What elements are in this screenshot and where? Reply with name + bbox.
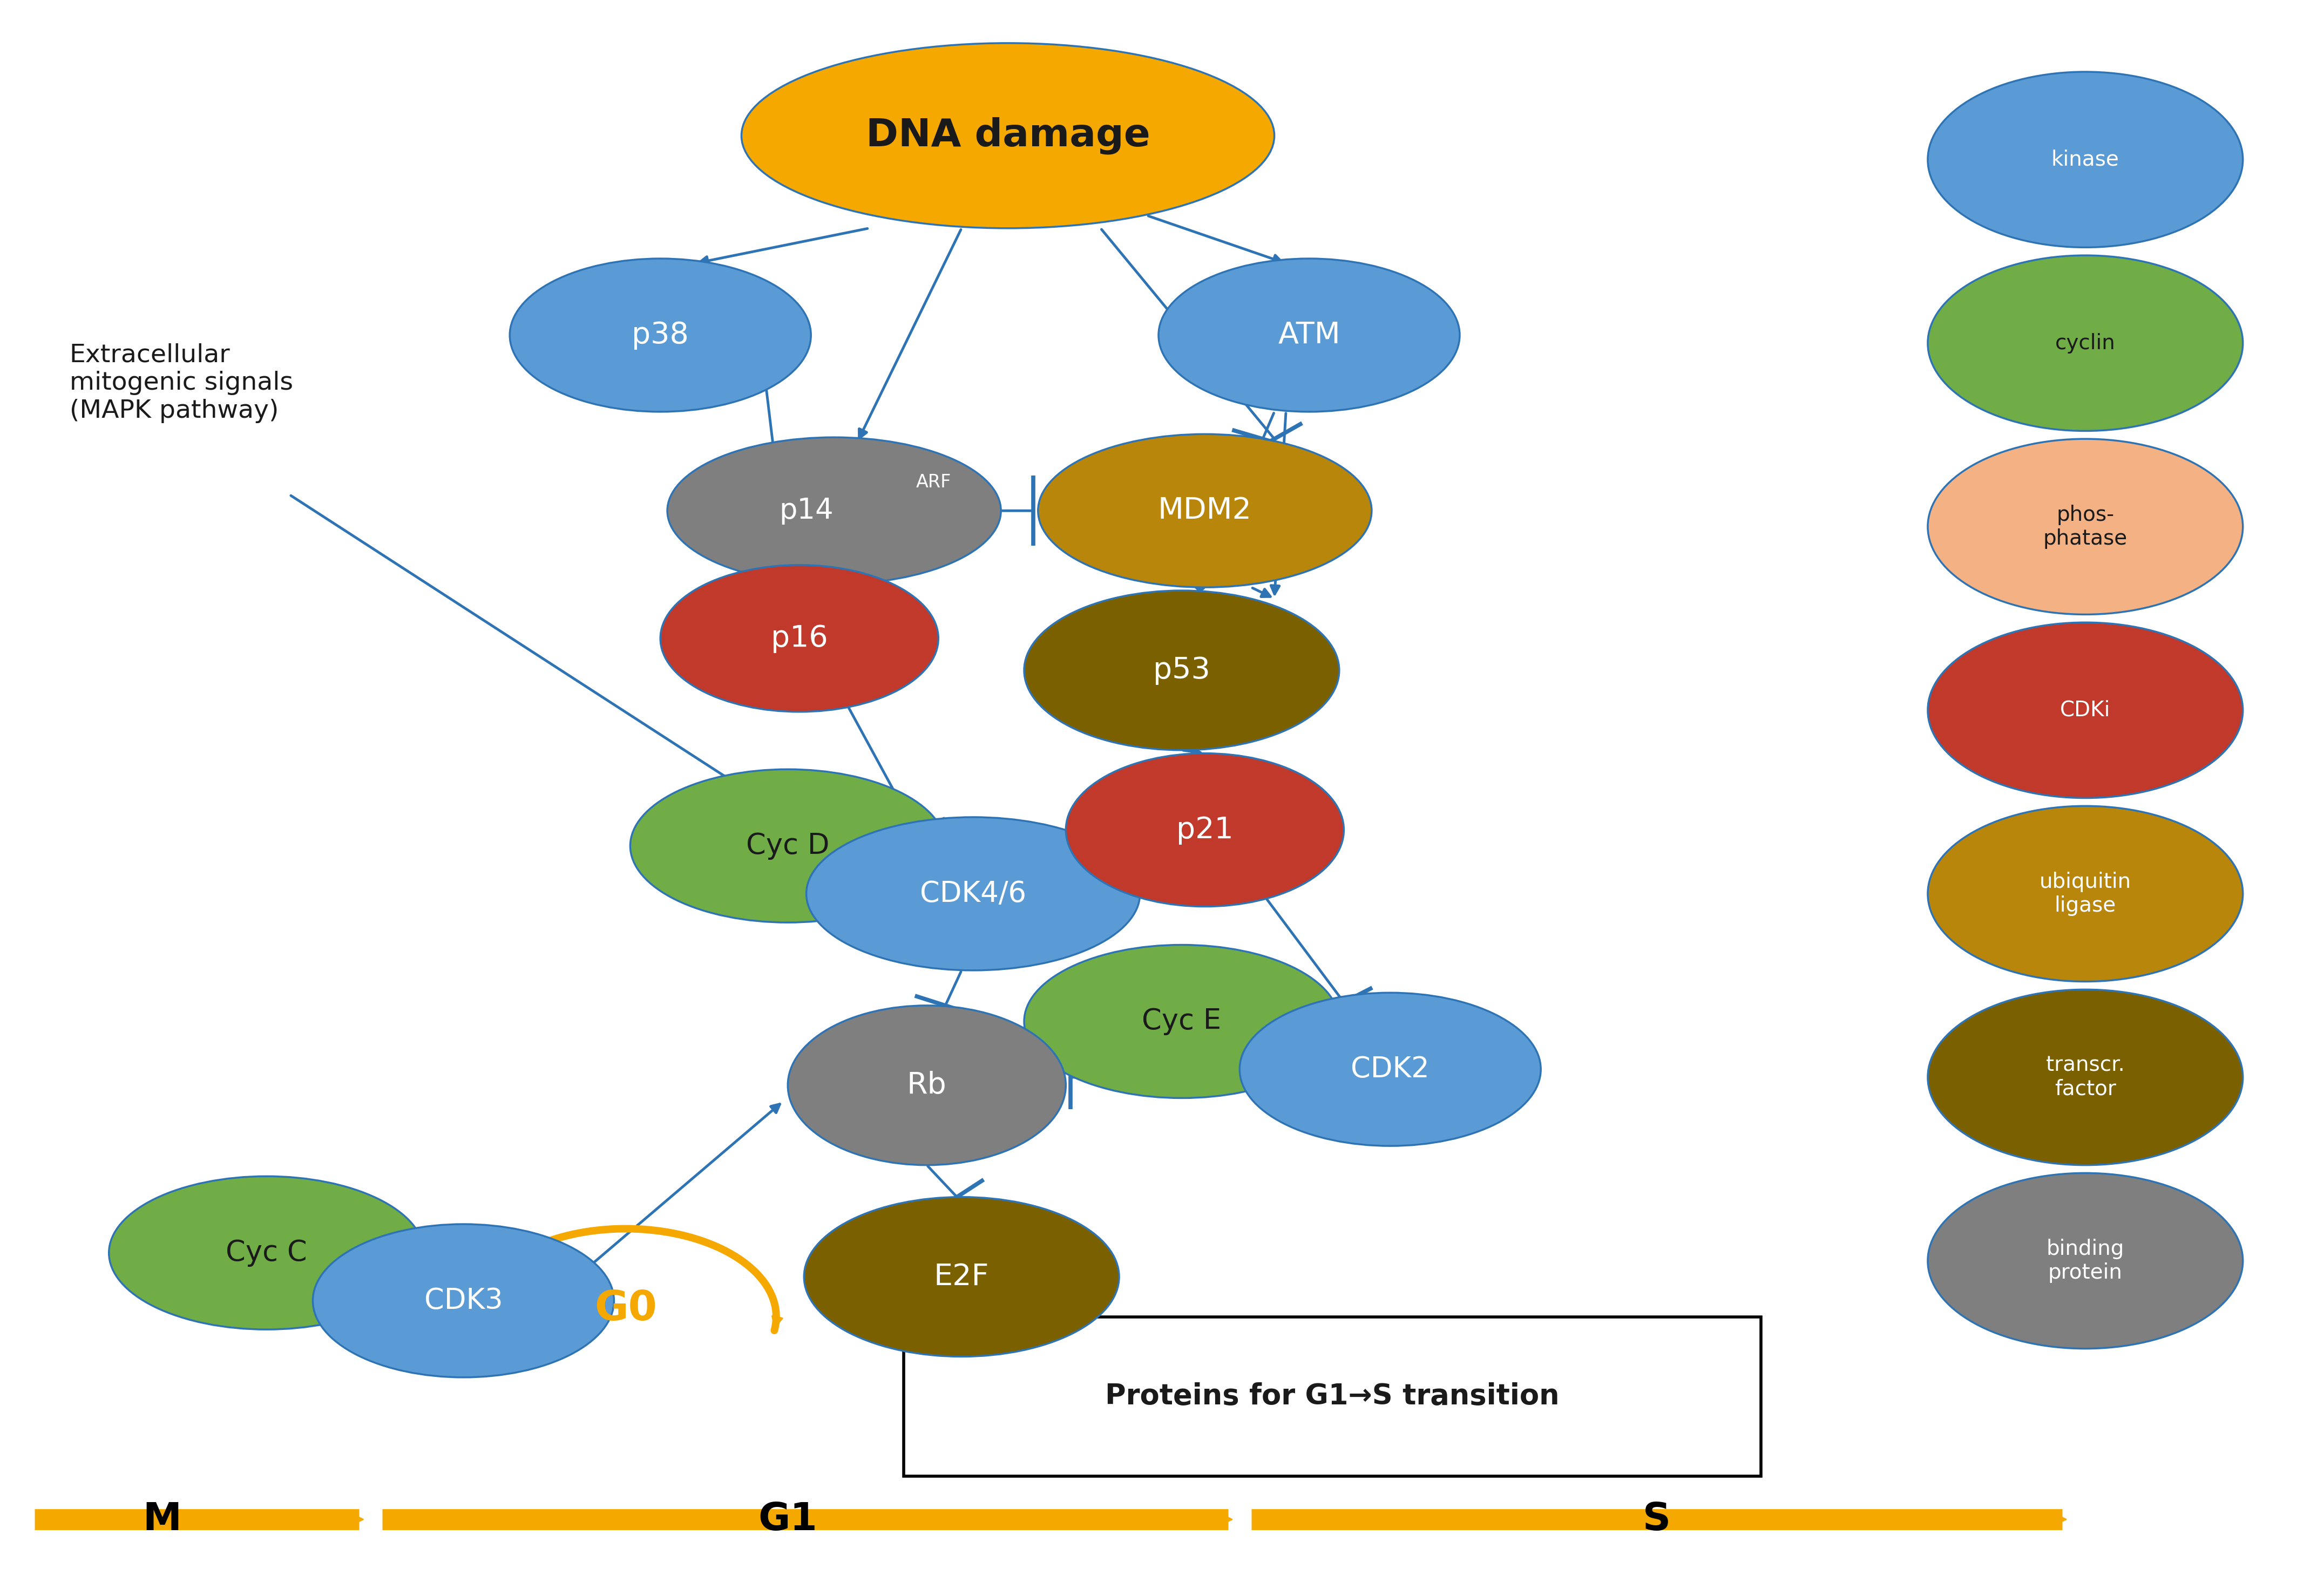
Text: Rb: Rb <box>906 1071 948 1100</box>
Ellipse shape <box>1928 806 2243 982</box>
Ellipse shape <box>1024 945 1339 1098</box>
Text: G1: G1 <box>758 1500 818 1539</box>
Text: DNA damage: DNA damage <box>867 117 1149 155</box>
Ellipse shape <box>804 1197 1119 1357</box>
Ellipse shape <box>1928 72 2243 247</box>
Text: cyclin: cyclin <box>2055 334 2115 353</box>
Text: S: S <box>1643 1500 1671 1539</box>
Text: p53: p53 <box>1154 656 1209 685</box>
Text: p16: p16 <box>772 624 827 653</box>
Text: ATM: ATM <box>1279 321 1339 350</box>
Ellipse shape <box>660 565 938 712</box>
Text: CDK3: CDK3 <box>424 1286 503 1315</box>
Text: MDM2: MDM2 <box>1158 496 1251 525</box>
Text: ubiquitin
ligase: ubiquitin ligase <box>2039 871 2132 916</box>
Text: kinase: kinase <box>2051 150 2120 169</box>
Text: binding
protein: binding protein <box>2046 1238 2125 1283</box>
Ellipse shape <box>1066 753 1344 907</box>
Ellipse shape <box>1928 255 2243 431</box>
Text: p21: p21 <box>1177 816 1233 844</box>
Text: CDK2: CDK2 <box>1351 1055 1430 1084</box>
Text: M: M <box>144 1500 181 1539</box>
Text: Proteins for G1→S transition: Proteins for G1→S transition <box>1105 1382 1559 1411</box>
Ellipse shape <box>630 769 945 922</box>
Text: Cyc D: Cyc D <box>746 832 829 860</box>
Ellipse shape <box>1024 591 1339 750</box>
Ellipse shape <box>1928 990 2243 1165</box>
Text: G0: G0 <box>595 1288 656 1329</box>
Text: Cyc C: Cyc C <box>225 1238 308 1267</box>
Ellipse shape <box>806 817 1140 970</box>
FancyBboxPatch shape <box>904 1317 1761 1476</box>
Text: ARF: ARF <box>915 472 952 492</box>
Ellipse shape <box>1158 259 1460 412</box>
Text: transcr.
factor: transcr. factor <box>2046 1055 2125 1100</box>
Text: Cyc E: Cyc E <box>1142 1007 1221 1036</box>
Ellipse shape <box>510 259 811 412</box>
Ellipse shape <box>109 1176 424 1329</box>
Text: Extracellular
mitogenic signals
(MAPK pathway): Extracellular mitogenic signals (MAPK pa… <box>70 343 292 423</box>
Text: CDKi: CDKi <box>2060 701 2111 720</box>
Text: p14: p14 <box>779 496 834 525</box>
Ellipse shape <box>667 437 1001 584</box>
Text: CDK4/6: CDK4/6 <box>920 879 1026 908</box>
Ellipse shape <box>1928 622 2243 798</box>
Ellipse shape <box>1240 993 1541 1146</box>
Ellipse shape <box>1928 1173 2243 1349</box>
Text: phos-
phatase: phos- phatase <box>2044 504 2127 549</box>
Ellipse shape <box>788 1005 1066 1165</box>
Ellipse shape <box>1928 439 2243 614</box>
Ellipse shape <box>313 1224 614 1377</box>
Ellipse shape <box>741 43 1274 228</box>
Text: E2F: E2F <box>934 1262 989 1291</box>
Text: p38: p38 <box>633 321 688 350</box>
Ellipse shape <box>1038 434 1372 587</box>
